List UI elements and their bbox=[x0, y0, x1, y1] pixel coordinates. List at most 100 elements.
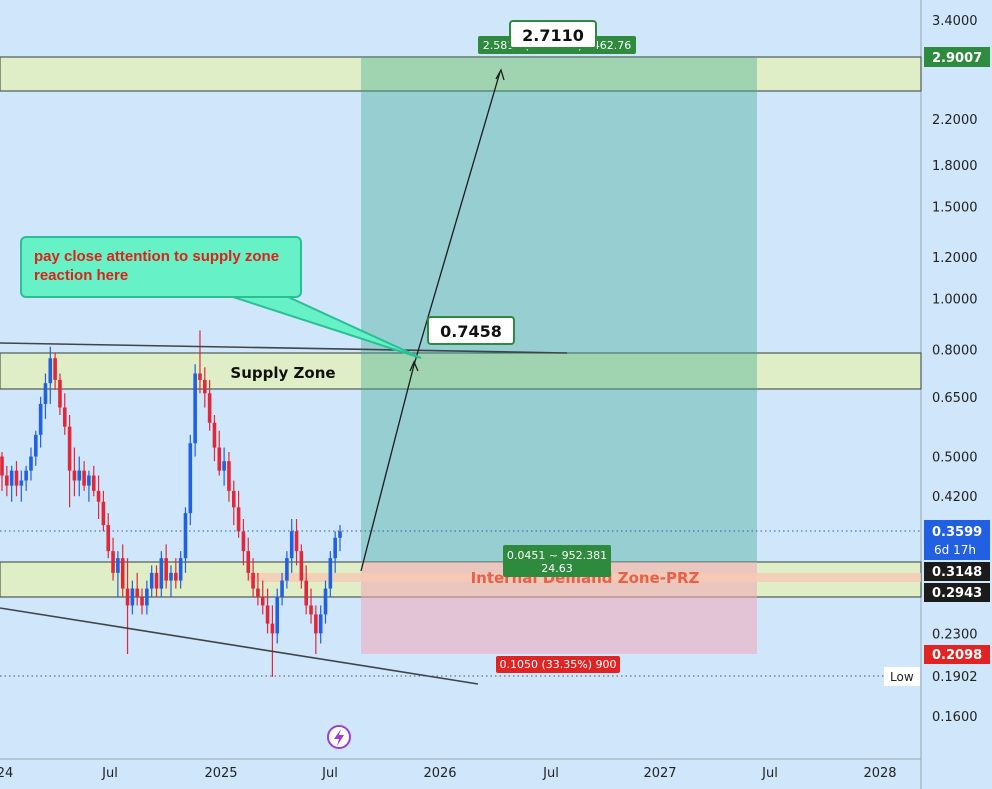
candle[interactable] bbox=[154, 565, 159, 597]
candle[interactable] bbox=[231, 480, 236, 526]
candle[interactable] bbox=[304, 565, 308, 615]
candle[interactable] bbox=[72, 447, 77, 497]
candle[interactable] bbox=[91, 465, 96, 497]
stop-label[interactable]: 0.1050 (33.35%) 900 bbox=[496, 656, 620, 673]
candle[interactable] bbox=[9, 465, 14, 502]
candle[interactable] bbox=[198, 330, 202, 394]
candle-body bbox=[294, 531, 299, 552]
candle-body bbox=[9, 470, 14, 486]
candle[interactable] bbox=[135, 572, 139, 606]
candle[interactable] bbox=[294, 519, 299, 566]
candle[interactable] bbox=[0, 452, 4, 491]
candle[interactable] bbox=[96, 475, 101, 520]
candle[interactable] bbox=[87, 470, 91, 502]
candle[interactable] bbox=[48, 346, 53, 404]
candle[interactable] bbox=[145, 580, 149, 615]
candle[interactable] bbox=[309, 588, 313, 624]
candle[interactable] bbox=[19, 470, 24, 502]
candle[interactable] bbox=[217, 430, 222, 476]
candle[interactable] bbox=[270, 605, 275, 677]
candle[interactable] bbox=[251, 558, 255, 597]
candle[interactable] bbox=[236, 490, 241, 538]
candle-body bbox=[0, 456, 4, 476]
lower-trendline[interactable] bbox=[0, 607, 479, 685]
candle[interactable] bbox=[29, 447, 33, 481]
candle[interactable] bbox=[323, 580, 328, 624]
candle-body bbox=[280, 580, 284, 597]
candle[interactable] bbox=[256, 572, 260, 606]
candle[interactable] bbox=[338, 525, 342, 552]
mid-target-label[interactable]: 0.7458 bbox=[427, 316, 515, 345]
candle[interactable] bbox=[333, 531, 337, 573]
target-area[interactable] bbox=[361, 57, 757, 562]
lightning-icon[interactable] bbox=[327, 725, 351, 749]
candle[interactable] bbox=[149, 565, 154, 597]
projection-path[interactable] bbox=[360, 68, 505, 572]
plot-area[interactable] bbox=[0, 0, 921, 789]
entry-label[interactable]: 0.0451 ~ 952.381 24.63 bbox=[503, 545, 611, 577]
x-tick-label: Jul bbox=[542, 766, 559, 781]
candle[interactable] bbox=[241, 519, 246, 566]
candle[interactable] bbox=[24, 465, 28, 491]
candle[interactable] bbox=[106, 513, 111, 559]
candle[interactable] bbox=[193, 364, 197, 457]
annotation-callout[interactable]: pay close attention to supply zone react… bbox=[20, 236, 302, 298]
candle[interactable] bbox=[289, 519, 294, 573]
svg-text:0.0451 ~ 952.381: 0.0451 ~ 952.381 bbox=[507, 549, 607, 562]
upper-trendline[interactable] bbox=[0, 342, 568, 354]
candle[interactable] bbox=[203, 367, 207, 408]
candle[interactable] bbox=[101, 490, 106, 532]
candle[interactable] bbox=[53, 352, 57, 390]
candle[interactable] bbox=[318, 605, 323, 644]
y-tick-label: 0.6500 bbox=[932, 391, 978, 406]
candle[interactable] bbox=[14, 461, 19, 497]
candle[interactable] bbox=[212, 415, 217, 462]
candle[interactable] bbox=[275, 588, 280, 644]
candle-body bbox=[125, 588, 130, 606]
candle[interactable] bbox=[174, 558, 178, 589]
candle[interactable] bbox=[285, 551, 289, 589]
candle[interactable] bbox=[34, 430, 38, 466]
candle[interactable] bbox=[314, 605, 318, 655]
candle[interactable] bbox=[207, 379, 212, 431]
candle[interactable] bbox=[111, 537, 115, 581]
candle[interactable] bbox=[188, 434, 193, 526]
candle[interactable] bbox=[77, 456, 82, 497]
candle[interactable] bbox=[116, 551, 120, 597]
candle[interactable] bbox=[280, 572, 284, 606]
candle[interactable] bbox=[178, 551, 183, 589]
candle[interactable] bbox=[222, 447, 226, 486]
candle[interactable] bbox=[260, 580, 265, 615]
candle[interactable] bbox=[140, 588, 144, 615]
candle[interactable] bbox=[130, 580, 135, 615]
candles[interactable] bbox=[0, 330, 342, 677]
candle[interactable] bbox=[164, 544, 168, 589]
candle[interactable] bbox=[58, 373, 62, 416]
candle[interactable] bbox=[82, 461, 86, 491]
price-label-zone-bottom: 0.2943 bbox=[924, 583, 990, 602]
candle-body bbox=[275, 596, 280, 634]
candle-body bbox=[299, 551, 304, 581]
candle[interactable] bbox=[125, 558, 130, 655]
candle[interactable] bbox=[183, 507, 188, 573]
candle-body bbox=[193, 373, 197, 444]
candle[interactable] bbox=[5, 465, 9, 497]
candle[interactable] bbox=[159, 551, 164, 597]
final-target-label[interactable]: 2.7110 bbox=[509, 20, 597, 49]
svg-text:0.2098: 0.2098 bbox=[932, 648, 982, 663]
candle[interactable] bbox=[246, 537, 251, 581]
candle[interactable] bbox=[328, 551, 333, 597]
top-zone[interactable] bbox=[0, 56, 922, 92]
candle[interactable] bbox=[299, 544, 304, 589]
candle[interactable] bbox=[43, 373, 48, 419]
candle[interactable] bbox=[227, 452, 231, 502]
candle[interactable] bbox=[67, 415, 72, 508]
candle[interactable] bbox=[169, 565, 173, 597]
candle[interactable] bbox=[62, 393, 67, 435]
candle[interactable] bbox=[38, 396, 43, 448]
candle-body bbox=[67, 426, 72, 471]
candle[interactable] bbox=[120, 544, 125, 597]
supply-zone[interactable] bbox=[0, 352, 922, 390]
candle[interactable] bbox=[265, 588, 270, 634]
